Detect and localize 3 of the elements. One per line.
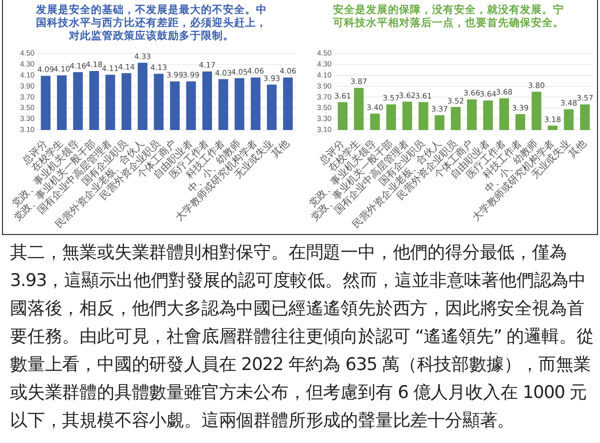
chart-title: 安全是发展的保障，没有安全，就没有发展。宁可科技水平相对落后一点，也要首先确保安全。: [332, 2, 565, 31]
text: 其二，無業或失業群體則相對保守。在問題一中，他們的得分最低，僅為 3.93，這顯示出他們對發展的認可度較低。然而，這並非意味著他們認為中國落後，相反，他們大多認為中國已經遙遙領先於西方，因此將安全視為首要任務。由此可見，社會底層群體往往更傾向於認可 “遙遙領先” 的邏輯。從數量上看，中國的研發人員在 2022 年約為 635 萬（科技部數據），而無業或失業群體的具體數量雖官方未公布，但考慮到有 6 億人月收入在 1000 元以下，其規模不容小覷。這兩個群體所形成的聲量比差十分顯著。: [10, 242, 594, 433]
chart-title: 发展是安全的基础，不发展是最大的不安全。中国科技水平与西方比还有差距，必须迎头赶上，对此监管政策应该鼓励多于限制。: [34, 2, 268, 44]
